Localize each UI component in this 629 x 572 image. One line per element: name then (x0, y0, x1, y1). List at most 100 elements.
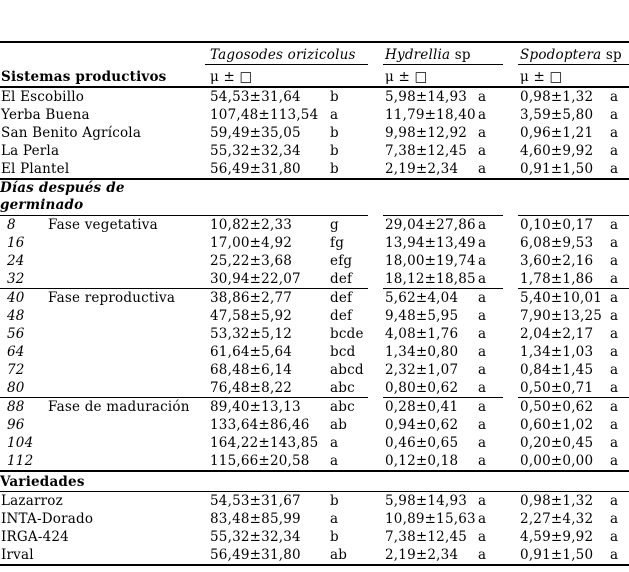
section-header: Días después de germinado (0, 178, 629, 216)
row-label: IRGA-424 (1, 529, 69, 545)
column-gap (368, 379, 383, 398)
stat-letter: a (330, 511, 339, 527)
table-body: El Escobillo 54,53±31,64 b 5,98±14,93 a 0,98±… (0, 87, 629, 566)
mean-sd-value: 1,34±0,80 (385, 344, 459, 360)
species-header-row: Tagosodes orizicolus Hydrellia sp Spodop… (0, 41, 629, 65)
mean-sd-value: 0,91±1,50 (518, 546, 601, 566)
stat-letter: a (478, 417, 487, 433)
mean-sd-value: 3,59±5,80 (520, 107, 594, 123)
column-gap (368, 106, 383, 124)
mean-sd-value: 9,98±12,92 (385, 125, 468, 141)
stat-letter: def (330, 308, 353, 324)
column-gap (503, 361, 518, 379)
mean-sd-value: 0,00±0,00 (520, 453, 594, 469)
stat-letter: bcde (330, 326, 364, 342)
row-label-cell: INTA-Dorado (0, 510, 205, 528)
row-label-cell: 80 (0, 379, 205, 398)
stat-letter: a (610, 308, 619, 324)
column-gap (368, 289, 383, 308)
mean-sd-value: 3,60±2,16 (520, 253, 594, 269)
column-gap (503, 252, 518, 270)
mean-sd-value: 54,53±31,64 (210, 89, 301, 105)
stat-letter: a (478, 362, 487, 378)
column-gap (503, 452, 518, 471)
stat-letter: a (610, 362, 619, 378)
stat-letter: a (610, 271, 619, 287)
phase-label: Fase reproductiva (48, 290, 176, 306)
row-label-cell: La Perla (0, 142, 205, 160)
row-label-cell: El Plantel (0, 160, 205, 179)
table-row: 80 76,48±8,22 abc 0,80±0,62 a 0,50±0,71 a (0, 379, 629, 398)
stat-letter: a (600, 215, 629, 234)
day-number: 16 (7, 235, 25, 251)
stat-letter: fg (330, 235, 345, 251)
stat-letter: a (610, 435, 619, 451)
table-row: 8 Fase vegetativa 10,82±2,33 g 29,04±27,86 a 0… (0, 215, 629, 235)
stats-header-row: Sistemas productivos μ ± □ μ ± □ μ ± □ (0, 64, 629, 88)
mean-sd-value: 5,40±10,01 (518, 288, 603, 307)
row-label-cell: 40 Fase reproductiva (0, 288, 205, 307)
stat-letter: a (478, 453, 487, 469)
column-gap (503, 216, 518, 235)
mean-sd-value: 4,08±1,76 (385, 326, 459, 342)
mean-sd-value: 0,12±0,18 (385, 453, 459, 469)
stat-letter: a (600, 397, 629, 416)
column-gap (368, 510, 383, 528)
stat-letter: a (600, 491, 629, 510)
mean-sd-value: 7,90±13,25 (520, 308, 603, 324)
mean-sd-value: 83,48±85,99 (210, 511, 301, 527)
row-label-cell: Irval (0, 546, 205, 566)
mean-sd-value: 0,46±0,65 (385, 435, 459, 451)
mean-sd-header: μ ± □ (518, 64, 629, 88)
mean-sd-value: 59,49±35,05 (210, 125, 301, 141)
mean-sd-value: 2,32±1,07 (385, 362, 459, 378)
row-label-cell: El Escobillo (0, 87, 205, 106)
column-gap (368, 325, 383, 343)
table-row: Irval 56,49±31,80 ab 2,19±2,34 a 0,91±1,50 a (0, 546, 629, 566)
mean-sd-value: 54,53±31,67 (205, 491, 325, 510)
column-gap (368, 434, 383, 452)
column-gap (503, 398, 518, 417)
stat-letter: a (476, 491, 504, 510)
column-gap (368, 124, 383, 142)
stat-letter: b (330, 125, 339, 141)
mean-sd-value: 2,19±2,34 (383, 546, 477, 566)
section-header-row: Variedades (0, 470, 629, 492)
day-number: 8 (7, 217, 16, 233)
mean-sd-value: 0,98±1,32 (518, 491, 601, 510)
column-gap (368, 546, 384, 566)
table-row: 32 30,94±22,07 def 18,12±18,85 a 1,78±1,86 a (0, 270, 629, 289)
table-row: 88 Fase de maduración 89,40±13,13 abc 0,28±0… (0, 397, 629, 417)
table-row: 40 Fase reproductiva 38,86±2,77 def 5,62±4,0… (0, 288, 629, 308)
column-gap (503, 307, 518, 325)
phase-label: Fase de maduración (48, 399, 190, 415)
row-label-cell: 56 (0, 325, 205, 343)
row-label-cell: Lazarroz (0, 491, 205, 510)
stat-letter: a (610, 235, 619, 251)
stat-letter: a (478, 326, 487, 342)
species-header-hydrellia: Hydrellia sp (383, 41, 504, 65)
mean-sd-value: 164,22±143,85 (210, 435, 319, 451)
stat-letter: a (610, 511, 619, 527)
column-gap (503, 325, 518, 343)
species-name: Hydrellia (385, 47, 451, 63)
stat-letter: a (478, 89, 487, 105)
row-label-cell: 96 (0, 416, 205, 434)
mean-sd-value: 0,10±0,17 (518, 215, 601, 234)
table-row: 64 61,64±5,64 bcd 1,34±0,80 a 1,34±1,03 a (0, 343, 629, 361)
mean-sd-value: 55,32±32,34 (210, 143, 301, 159)
column-gap (503, 142, 518, 160)
mean-sd-value: 76,48±8,22 (210, 380, 293, 396)
mean-sd-value: 0,28±0,41 (383, 397, 477, 416)
row-label-cell: 64 (0, 343, 205, 361)
stat-letter: a (478, 161, 487, 177)
stat-letter: bcd (330, 344, 356, 360)
table-row: 48 47,58±5,92 def 9,48±5,95 a 7,90±13,25 a (0, 307, 629, 325)
day-number: 72 (7, 362, 25, 378)
day-number: 64 (7, 344, 25, 360)
column-gap (503, 106, 518, 124)
stat-letter: b (325, 491, 369, 510)
mean-sd-value: 0,80±0,62 (385, 380, 459, 396)
mean-sd-value: 56,49±31,80 (205, 546, 325, 566)
column-gap (368, 491, 384, 510)
